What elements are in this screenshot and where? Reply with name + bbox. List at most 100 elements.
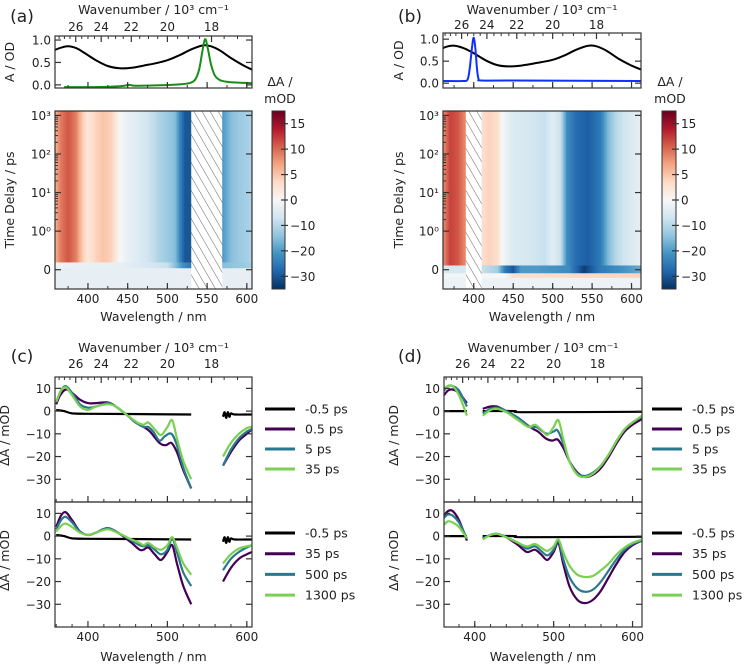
heatmap-cell bbox=[629, 277, 632, 289]
heatmap-cell bbox=[540, 272, 543, 278]
heatmap-cell bbox=[599, 277, 602, 289]
heatmap-cell bbox=[555, 277, 558, 289]
heatmap-cell bbox=[556, 111, 559, 266]
heatmap-cell bbox=[129, 261, 132, 269]
heatmap-cell bbox=[101, 267, 104, 289]
heatmap-cell bbox=[542, 272, 545, 278]
wavenumber-tick-label: 20 bbox=[160, 357, 175, 371]
heatmap-cell bbox=[250, 111, 252, 263]
heatmap-cell bbox=[517, 265, 520, 274]
heatmap-cell bbox=[66, 261, 69, 269]
heatmap-cell bbox=[592, 265, 596, 274]
heatmap-cell bbox=[513, 265, 517, 274]
heatmap-cell bbox=[564, 277, 567, 289]
heatmap-cell bbox=[596, 111, 599, 266]
heatmap-cell bbox=[622, 277, 626, 289]
x-tick-label: 600 bbox=[235, 292, 258, 306]
legend-label: 1300 ps bbox=[692, 588, 742, 603]
wavenumber-tick-label: 18 bbox=[590, 357, 605, 371]
x-tick-label: 550 bbox=[581, 292, 604, 306]
heatmap-cell bbox=[618, 277, 621, 289]
heatmap-cell bbox=[577, 265, 580, 274]
heatmap-cell bbox=[515, 277, 518, 289]
x-tick-label: 450 bbox=[502, 292, 525, 306]
heatmap-cell bbox=[242, 267, 245, 289]
heatmap-cell bbox=[547, 111, 550, 266]
heatmap-cell bbox=[139, 261, 142, 269]
heatmap-cell bbox=[608, 265, 611, 274]
heatmap-cell bbox=[455, 277, 458, 289]
heatmap-cell bbox=[540, 111, 543, 266]
absorption-line bbox=[443, 44, 641, 71]
heatmap-cell bbox=[537, 277, 540, 289]
heatmap-cell bbox=[75, 261, 78, 269]
heatmap-cell bbox=[638, 277, 641, 289]
heatmap-cell bbox=[236, 267, 239, 289]
heatmap-cell bbox=[562, 265, 566, 274]
heatmap-cell bbox=[575, 277, 578, 289]
heatmap-cell bbox=[575, 272, 578, 278]
heatmap-cell bbox=[150, 267, 153, 289]
heatmap-cell bbox=[457, 272, 460, 278]
x-tick-label: 600 bbox=[621, 630, 644, 644]
heatmap-cell bbox=[559, 265, 562, 274]
heatmap-cell bbox=[113, 261, 116, 269]
heatmap-cell bbox=[70, 261, 74, 269]
heatmap-cell bbox=[150, 111, 153, 263]
35 ps-spectrum-line bbox=[482, 532, 642, 605]
heatmap-cell bbox=[502, 111, 506, 266]
heatmap-cell bbox=[231, 111, 234, 263]
legend-label: 0.5 ps bbox=[305, 422, 343, 437]
heatmap-cell bbox=[97, 267, 101, 289]
heatmap-cell bbox=[626, 272, 629, 278]
heatmap-cell bbox=[548, 272, 551, 278]
heatmap-cell bbox=[550, 111, 553, 266]
heatmap-cell bbox=[610, 111, 613, 266]
heatmap-cell bbox=[185, 267, 188, 289]
heatmap-cell bbox=[449, 111, 452, 266]
heatmap-cell bbox=[91, 261, 94, 269]
heatmap-cell bbox=[85, 267, 88, 289]
heatmap-cell bbox=[600, 277, 603, 289]
heatmap-cell bbox=[69, 261, 72, 269]
500 ps-spectrum-line bbox=[444, 513, 468, 539]
heatmap-cell bbox=[109, 261, 112, 269]
y-tick-label: −30 bbox=[26, 473, 51, 487]
x-tick-label: 500 bbox=[541, 292, 564, 306]
heatmap-cell bbox=[493, 265, 496, 274]
heatmap-cell bbox=[616, 265, 619, 274]
heatmap-cell bbox=[510, 265, 514, 274]
colorbar-tick-label: 15 bbox=[681, 117, 696, 131]
heatmap-cell bbox=[528, 111, 531, 266]
heatmap-cell bbox=[136, 111, 139, 263]
heatmap-cell bbox=[487, 111, 490, 266]
heatmap-cell bbox=[621, 272, 624, 278]
y-tick-label: 0.5 bbox=[420, 55, 439, 69]
heatmap-cell bbox=[526, 265, 529, 274]
heatmap-cell bbox=[110, 261, 113, 269]
heatmap-cell bbox=[573, 111, 577, 266]
heatmap-cell bbox=[153, 267, 156, 289]
heatmap-cell bbox=[242, 111, 245, 263]
absorption-line bbox=[55, 44, 252, 71]
wavenumber-tick-label: 22 bbox=[510, 357, 525, 371]
heatmap-cell bbox=[592, 277, 596, 289]
heatmap-cell bbox=[638, 111, 641, 266]
35 ps-spectrum-line bbox=[55, 385, 193, 480]
heatmap-cell bbox=[611, 111, 614, 266]
heatmap-cell bbox=[566, 272, 569, 278]
heatmap-cell bbox=[86, 261, 89, 269]
heatmap-cell bbox=[228, 267, 231, 289]
heatmap-cell bbox=[237, 111, 240, 263]
x-tick-label: 600 bbox=[235, 630, 258, 644]
heatmap-cell bbox=[491, 277, 495, 289]
heatmap-cell bbox=[454, 111, 457, 266]
heatmap-cell bbox=[121, 267, 124, 289]
heatmap-cell bbox=[139, 111, 142, 263]
heatmap-cell bbox=[570, 272, 573, 278]
heatmap-cell bbox=[599, 111, 602, 266]
heatmap-cell bbox=[244, 261, 247, 269]
axes-frame bbox=[442, 110, 642, 290]
heatmap-cell bbox=[573, 277, 577, 289]
heatmap-cell bbox=[170, 267, 174, 289]
